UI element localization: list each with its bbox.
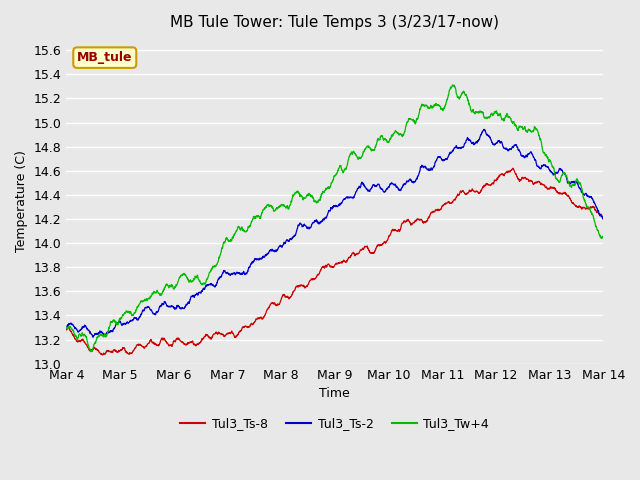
Y-axis label: Temperature (C): Temperature (C) [15, 150, 28, 252]
Text: MB_tule: MB_tule [77, 51, 132, 64]
X-axis label: Time: Time [319, 387, 350, 400]
Title: MB Tule Tower: Tule Temps 3 (3/23/17-now): MB Tule Tower: Tule Temps 3 (3/23/17-now… [170, 15, 499, 30]
Legend: Tul3_Ts-8, Tul3_Ts-2, Tul3_Tw+4: Tul3_Ts-8, Tul3_Ts-2, Tul3_Tw+4 [175, 412, 494, 435]
